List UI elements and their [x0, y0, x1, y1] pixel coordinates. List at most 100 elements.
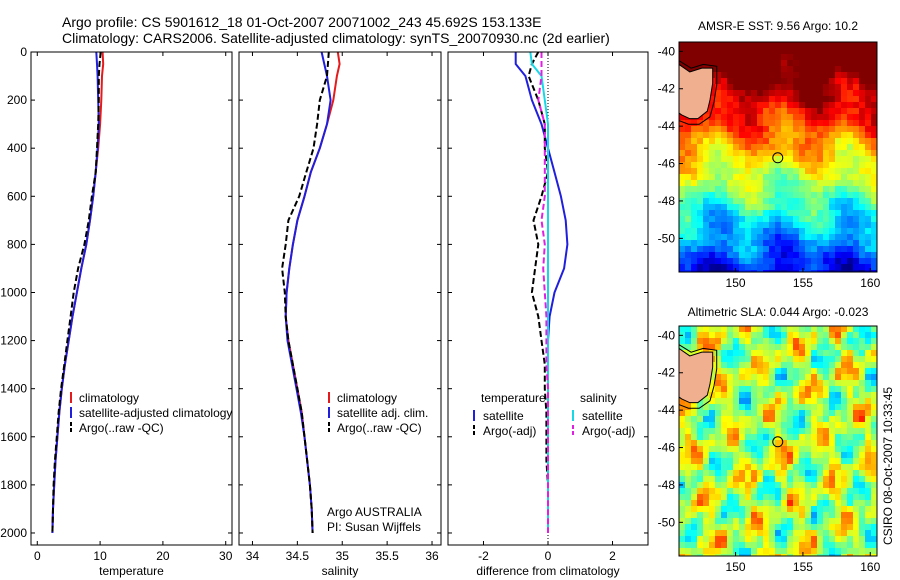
sla-map-cell	[733, 458, 740, 465]
sst-map-cell	[871, 174, 878, 181]
sst-map-cell	[823, 264, 830, 271]
sst-map-cell	[817, 60, 824, 67]
sst-map-cell	[823, 180, 830, 187]
sst-map-cell	[763, 222, 770, 229]
sst-map-cell	[805, 138, 812, 145]
sla-map-cell	[811, 470, 818, 477]
sla-map-cell	[739, 416, 746, 423]
sla-map-cell	[745, 368, 752, 375]
sst-map-cell	[739, 54, 746, 61]
sst-map-cell	[781, 258, 788, 265]
sst-map-cell	[745, 204, 752, 211]
sst-map-cell	[805, 246, 812, 253]
sst-map-cell	[829, 78, 836, 85]
sst-map-cell	[793, 96, 800, 103]
sst-map-cell	[829, 72, 836, 79]
sla-map-cell	[781, 404, 788, 411]
sst-map-cell	[715, 234, 722, 241]
sst-map-cell	[811, 234, 818, 241]
sla-map-cell	[823, 380, 830, 387]
sst-map-cell	[793, 264, 800, 271]
sst-map-cell	[823, 102, 830, 109]
sst-map-cell	[745, 84, 752, 91]
sst-map-cell	[829, 222, 836, 229]
sst-map-cell	[805, 102, 812, 109]
sst-map-cell	[841, 150, 848, 157]
sst-map-cell	[793, 102, 800, 109]
sst-map-cell	[727, 144, 734, 151]
sst-map-cell	[859, 210, 866, 217]
sst-map-cell	[847, 126, 854, 133]
sla-map-cell	[781, 446, 788, 453]
sla-map-cell	[817, 530, 824, 537]
sla-map-cell	[841, 506, 848, 513]
sst-map-cell	[685, 138, 692, 145]
sst-map-cell	[811, 270, 818, 273]
sst-map-cell	[787, 66, 794, 73]
sst-map-cell	[763, 48, 770, 55]
sst-map-cell	[763, 228, 770, 235]
sst-map-cell	[721, 102, 728, 109]
sst-map-cell	[823, 114, 830, 121]
sst-map-cell	[865, 60, 872, 67]
sla-map-cell	[847, 476, 854, 483]
sst-map-cell	[799, 66, 806, 73]
sst-map-cell	[847, 228, 854, 235]
sla-map-cell	[865, 410, 872, 417]
sst-map-cell	[865, 264, 872, 271]
depth-tick-label: 800	[7, 237, 27, 251]
sla-map-cell	[781, 374, 788, 381]
sst-map-cell	[751, 156, 758, 163]
sst-map-cell	[859, 108, 866, 115]
sst-map-cell	[793, 60, 800, 67]
sst-map-cell	[745, 222, 752, 229]
sst-map-cell	[871, 108, 878, 115]
sst-map-cell	[757, 120, 764, 127]
sst-map-cell	[799, 102, 806, 109]
sla-map-cell	[697, 458, 704, 465]
sst-map-cell	[727, 156, 734, 163]
sla-map-cell	[787, 452, 794, 459]
sla-map-cell	[727, 410, 734, 417]
sla-map-cell	[853, 368, 860, 375]
sla-map-cell	[811, 434, 818, 441]
sla-map-cell	[841, 374, 848, 381]
sst-map-cell	[799, 174, 806, 181]
sst-map-cell	[769, 102, 776, 109]
sst-map-cell	[715, 126, 722, 133]
sst-map-cell	[859, 264, 866, 271]
sla-map-cell	[841, 344, 848, 351]
sst-map-cell	[859, 204, 866, 211]
sla-map-cell	[781, 368, 788, 375]
sst-map-cell	[685, 180, 692, 187]
sst-map-cell	[733, 264, 740, 271]
sst-map-cell	[751, 216, 758, 223]
sst-map-cell	[829, 174, 836, 181]
sla-map-cell	[769, 386, 776, 393]
sla-map-cell	[835, 500, 842, 507]
sst-map-cell	[679, 174, 686, 181]
sla-map-cell	[691, 452, 698, 459]
sla-map-cell	[697, 488, 704, 495]
sla-map-cell	[817, 326, 824, 333]
sst-map-cell	[865, 96, 872, 103]
sla-map-cell	[697, 524, 704, 531]
sla-map-cell	[787, 470, 794, 477]
sla-map-cell	[721, 500, 728, 507]
sla-map-cell	[697, 332, 704, 339]
sst-map-cell	[697, 168, 704, 175]
sst-map-cell	[793, 210, 800, 217]
sst-map-cell	[865, 54, 872, 61]
sla-map-cell	[757, 536, 764, 543]
sst-map-cell	[847, 210, 854, 217]
sla-map-cell	[841, 446, 848, 453]
sla-map-cell	[841, 386, 848, 393]
sst-map-cell	[703, 234, 710, 241]
sst-map-cell	[679, 150, 686, 157]
sla-map-cell	[775, 476, 782, 483]
sst-map-cell	[751, 162, 758, 169]
sst-map-cell	[787, 78, 794, 85]
sla-map-cell	[829, 554, 836, 557]
sst-map-cell	[733, 150, 740, 157]
sla-map-cell	[763, 524, 770, 531]
